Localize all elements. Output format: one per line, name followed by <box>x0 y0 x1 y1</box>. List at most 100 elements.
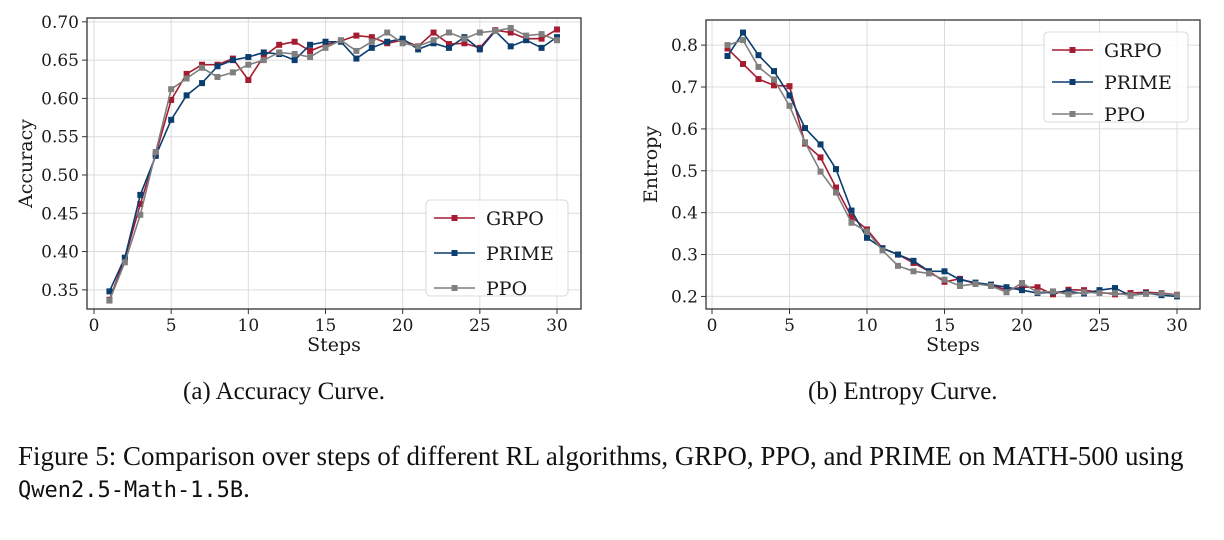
entropy-legend-marker-ppo <box>1069 111 1076 117</box>
entropy-legend-box <box>1043 31 1189 123</box>
entropy-point-ppo <box>802 139 808 146</box>
accuracy-subcaption: (a) Accuracy Curve. <box>183 378 385 405</box>
accuracy-chart: 0 5 10 15 20 25 30 0.35 0.40 0.45 0.50 0.55 0.60 0.6… <box>15 13 582 356</box>
entropy-point-prime <box>786 92 793 99</box>
entropy-legend-marker-grpo <box>1069 47 1076 53</box>
accuracy-point-prime <box>353 55 360 62</box>
entropy-point-ppo <box>1019 280 1025 287</box>
entropy-series-ppo <box>724 37 1180 299</box>
entropy-point-prime <box>1019 287 1025 294</box>
accuracy-legend-item-prime: PRIME <box>434 243 554 265</box>
entropy-x-axis-label: Steps <box>926 334 980 356</box>
entropy-y-tick-label: 0.8 <box>671 36 698 56</box>
entropy-point-ppo <box>755 63 762 70</box>
accuracy-point-ppo <box>260 57 267 64</box>
accuracy-point-ppo <box>183 75 190 82</box>
entropy-x-tick-label: 0 <box>707 316 718 336</box>
accuracy-y-tick-label: 0.70 <box>41 13 79 33</box>
entropy-y-tick-label: 0.2 <box>671 287 698 307</box>
entropy-y-ticks: 0.2 0.3 0.4 0.5 0.6 0.7 0.8 <box>671 36 706 307</box>
entropy-point-prime <box>957 276 963 283</box>
accuracy-point-prime <box>106 288 113 295</box>
entropy-point-grpo <box>755 76 762 83</box>
entropy-chart: 0 5 10 15 20 25 30 0.2 0.3 0.4 0.5 0.6 0.7 0.8 Steps… <box>640 19 1201 356</box>
accuracy-point-grpo <box>137 201 144 208</box>
accuracy-point-ppo <box>229 69 236 76</box>
accuracy-legend: GRPO PRIME PPO <box>425 199 569 300</box>
entropy-point-ppo <box>1127 292 1134 299</box>
entropy-point-grpo <box>817 154 824 161</box>
accuracy-point-grpo <box>445 41 452 48</box>
entropy-point-prime <box>755 52 762 59</box>
entropy-point-ppo <box>1081 289 1087 296</box>
accuracy-legend-box <box>425 199 569 297</box>
entropy-y-tick-label: 0.6 <box>671 120 698 140</box>
accuracy-point-ppo <box>353 47 360 54</box>
entropy-y-tick-label: 0.3 <box>671 246 698 266</box>
accuracy-point-ppo <box>276 49 283 56</box>
accuracy-point-prime <box>214 63 221 70</box>
accuracy-point-ppo <box>368 38 375 45</box>
accuracy-point-ppo <box>137 211 144 218</box>
accuracy-y-tick-label: 0.35 <box>41 281 79 301</box>
accuracy-point-grpo <box>168 96 175 103</box>
accuracy-point-prime <box>322 38 329 45</box>
entropy-y-tick-label: 0.7 <box>671 78 698 98</box>
accuracy-point-ppo <box>291 50 298 57</box>
entropy-point-ppo <box>910 268 917 275</box>
accuracy-point-grpo <box>291 38 298 45</box>
entropy-point-ppo <box>988 282 994 289</box>
entropy-point-prime <box>817 141 824 148</box>
entropy-point-ppo <box>864 228 870 235</box>
entropy-point-ppo <box>786 102 793 109</box>
accuracy-y-ticks: 0.35 0.40 0.45 0.50 0.55 0.60 0.65 0.70 <box>41 13 87 301</box>
accuracy-point-ppo <box>415 43 422 50</box>
accuracy-point-ppo <box>168 86 175 93</box>
entropy-point-ppo <box>1050 288 1056 295</box>
entropy-point-prime <box>895 251 901 258</box>
accuracy-x-tick-label: 10 <box>238 316 260 336</box>
accuracy-point-prime <box>307 41 314 48</box>
accuracy-x-tick-label: 30 <box>546 316 568 336</box>
accuracy-x-ticks: 0 5 10 15 20 25 30 <box>89 309 568 336</box>
accuracy-y-tick-label: 0.50 <box>41 166 79 186</box>
accuracy-point-prime <box>430 40 437 47</box>
entropy-point-prime <box>941 268 948 275</box>
entropy-subcaption: (b) Entropy Curve. <box>808 378 998 405</box>
entropy-legend-item-prime: PRIME <box>1052 72 1172 94</box>
accuracy-point-grpo <box>353 32 360 39</box>
entropy-x-tick-label: 30 <box>1166 316 1188 336</box>
entropy-point-prime <box>1003 284 1010 291</box>
accuracy-point-prime <box>507 43 514 50</box>
accuracy-legend-item-ppo: PPO <box>434 278 527 300</box>
entropy-point-ppo <box>1034 289 1041 296</box>
accuracy-point-ppo <box>337 37 344 44</box>
accuracy-y-tick-label: 0.55 <box>41 128 79 148</box>
accuracy-point-prime <box>291 57 298 64</box>
accuracy-point-ppo <box>461 35 468 42</box>
caption-model-name: Qwen2.5-Math-1.5B <box>18 478 244 503</box>
entropy-x-tick-label: 15 <box>934 316 956 336</box>
entropy-legend-marker-prime <box>1069 79 1076 85</box>
accuracy-point-grpo <box>307 47 314 54</box>
accuracy-point-prime <box>415 46 422 53</box>
accuracy-point-grpo <box>368 34 375 41</box>
accuracy-point-ppo <box>152 149 159 156</box>
entropy-legend: GRPO PRIME PPO <box>1043 31 1189 126</box>
entropy-point-grpo <box>848 213 855 220</box>
accuracy-point-prime <box>538 44 545 51</box>
accuracy-plot-frame <box>86 17 582 310</box>
accuracy-point-prime <box>245 54 252 61</box>
entropy-point-ppo <box>926 270 932 277</box>
accuracy-legend-label-ppo: PPO <box>486 278 527 300</box>
accuracy-point-ppo <box>307 54 314 61</box>
entropy-point-ppo <box>740 37 746 44</box>
accuracy-point-grpo <box>260 53 267 60</box>
accuracy-point-grpo <box>507 29 514 36</box>
entropy-point-ppo <box>848 219 855 226</box>
accuracy-point-prime <box>368 44 375 51</box>
accuracy-point-ppo <box>399 40 406 47</box>
entropy-point-prime <box>771 68 777 75</box>
accuracy-point-prime <box>152 152 159 159</box>
accuracy-point-prime <box>384 38 391 45</box>
